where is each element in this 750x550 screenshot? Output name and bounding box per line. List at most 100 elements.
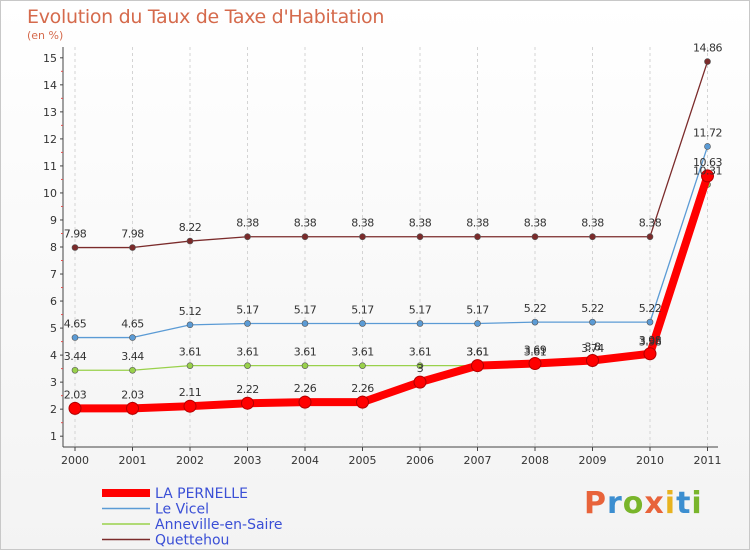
point-quettehou-2000 [71,244,79,251]
x-tick-label-2003: 2003 [234,454,262,467]
data-label-quettehou-2009: 8.38 [581,217,604,230]
y-tick-label-14: 14 [43,79,57,92]
y-tick-label-9: 9 [50,214,57,227]
chart-unit-label: (en %) [27,29,64,42]
data-label-anneville-en-saire-2010: 3.98 [639,336,662,349]
data-label-quettehou-2008: 8.38 [524,217,547,230]
legend-label-la-pernelle: LA PERNELLE [155,486,248,502]
point-le-vicel-2008 [531,318,539,326]
point-quettehou-2009 [589,233,596,241]
logo-letter: o [622,486,645,521]
point-le-vicel-2003 [244,320,251,327]
data-label-la-pernelle-2002: 2.11 [179,386,202,399]
data-label-quettehou-2003: 8.38 [236,217,259,230]
data-label-quettehou-2001: 7.98 [121,228,144,241]
data-label-la-pernelle-2010: 3.98 [639,334,662,347]
data-label-quettehou-2004: 8.38 [294,217,317,230]
legend-label-le-vicel: Le Vicel [155,502,209,518]
data-label-la-pernelle-2004: 2.26 [294,382,317,395]
point-le-vicel-2010 [646,318,654,326]
point-la-pernelle-2001 [126,401,139,415]
data-label-le-vicel-2004: 5.17 [294,303,317,316]
point-le-vicel-2002 [186,321,194,329]
x-tick-label-2002: 2002 [176,454,204,467]
x-tick-label-2001: 2001 [119,454,147,467]
point-quettehou-2003 [244,233,251,241]
point-anneville-en-saire-2002 [186,362,194,369]
data-label-le-vicel-2006: 5.17 [409,303,432,316]
data-label-la-pernelle-2011: 10.63 [693,156,722,169]
point-le-vicel-2000 [71,334,79,341]
y-tick-label-12: 12 [43,133,57,146]
point-quettehou-2008 [531,233,539,241]
y-tick-label-4: 4 [50,349,57,362]
point-le-vicel-2009 [589,318,596,326]
y-tick-label-2: 2 [50,403,57,416]
logo-letter: i [691,486,703,521]
y-tick-label-7: 7 [50,268,57,281]
series-line-la-pernelle [71,171,712,413]
x-tick-label-2008: 2008 [521,454,549,467]
point-le-vicel-2006 [416,320,424,327]
point-quettehou-2004 [301,233,309,241]
data-label-quettehou-2011: 14.86 [693,42,722,55]
series-line-anneville-en-saire [74,183,709,371]
point-la-pernelle-2009 [586,354,599,368]
point-la-pernelle-2000 [68,401,82,415]
data-label-le-vicel-2005: 5.17 [351,303,374,316]
point-quettehou-2005 [359,233,366,241]
point-la-pernelle-2011 [701,169,714,183]
logo-letter: P [584,486,607,521]
data-label-anneville-en-saire-2005: 3.61 [351,346,374,359]
data-label-quettehou-2010: 8.38 [639,217,662,230]
point-la-pernelle-2005 [356,395,369,409]
data-label-la-pernelle-2000: 2.03 [64,388,87,401]
point-le-vicel-2001 [129,334,136,341]
point-le-vicel-2005 [359,320,366,327]
data-label-le-vicel-2003: 5.17 [236,303,259,316]
x-tick-label-2005: 2005 [349,454,377,467]
data-label-quettehou-2005: 8.38 [351,217,374,230]
point-la-pernelle-2004 [298,395,312,409]
data-label-la-pernelle-2003: 2.22 [236,383,259,396]
x-tick-label-2006: 2006 [406,454,434,467]
point-quettehou-2011 [704,58,711,65]
data-label-la-pernelle-2007: 3.61 [466,346,489,359]
y-tick-label-8: 8 [50,241,57,254]
legend-label-quettehou: Quettehou [155,533,229,549]
data-label-quettehou-2007: 8.38 [466,217,489,230]
x-tick-label-2011: 2011 [694,454,722,467]
point-le-vicel-2011 [704,143,711,150]
point-la-pernelle-2006 [413,375,427,389]
y-tick-label-1: 1 [50,430,57,443]
y-tick-label-13: 13 [43,106,57,119]
proxiti-logo: Proxiti [584,486,703,521]
legend-label-anneville-en-saire: Anneville-en-Saire [155,517,283,533]
x-tick-label-2009: 2009 [579,454,607,467]
data-label-anneville-en-saire-2009: 3.74 [581,342,604,355]
point-la-pernelle-2002 [183,399,197,413]
data-label-anneville-en-saire-2000: 3.44 [64,350,87,363]
point-anneville-en-saire-2000 [71,366,79,374]
data-label-anneville-en-saire-2011: 10.31 [693,165,722,178]
data-label-la-pernelle-2008: 3.69 [524,343,547,356]
data-label-la-pernelle-2001: 2.03 [121,388,144,401]
data-label-anneville-en-saire-2008: 3.61 [524,346,547,359]
data-label-la-pernelle-2009: 3.8 [585,341,601,354]
data-label-le-vicel-2002: 5.12 [179,305,202,318]
data-label-la-pernelle-2006: 3 [417,362,424,375]
x-tick-label-2007: 2007 [464,454,492,467]
series-line-quettehou [74,60,709,249]
point-quettehou-2002 [186,237,194,245]
point-le-vicel-2007 [474,320,481,327]
data-label-anneville-en-saire-2002: 3.61 [179,346,202,359]
y-tick-label-10: 10 [43,187,57,200]
data-label-le-vicel-2000: 4.65 [64,318,87,331]
data-label-anneville-en-saire-2006: 3.61 [409,346,432,359]
point-anneville-en-saire-2005 [359,362,366,369]
data-label-anneville-en-saire-2007: 3.61 [466,346,489,359]
data-label-quettehou-2000: 7.98 [64,228,87,241]
y-tick-label-11: 11 [43,160,57,173]
y-tick-label-5: 5 [50,322,57,335]
